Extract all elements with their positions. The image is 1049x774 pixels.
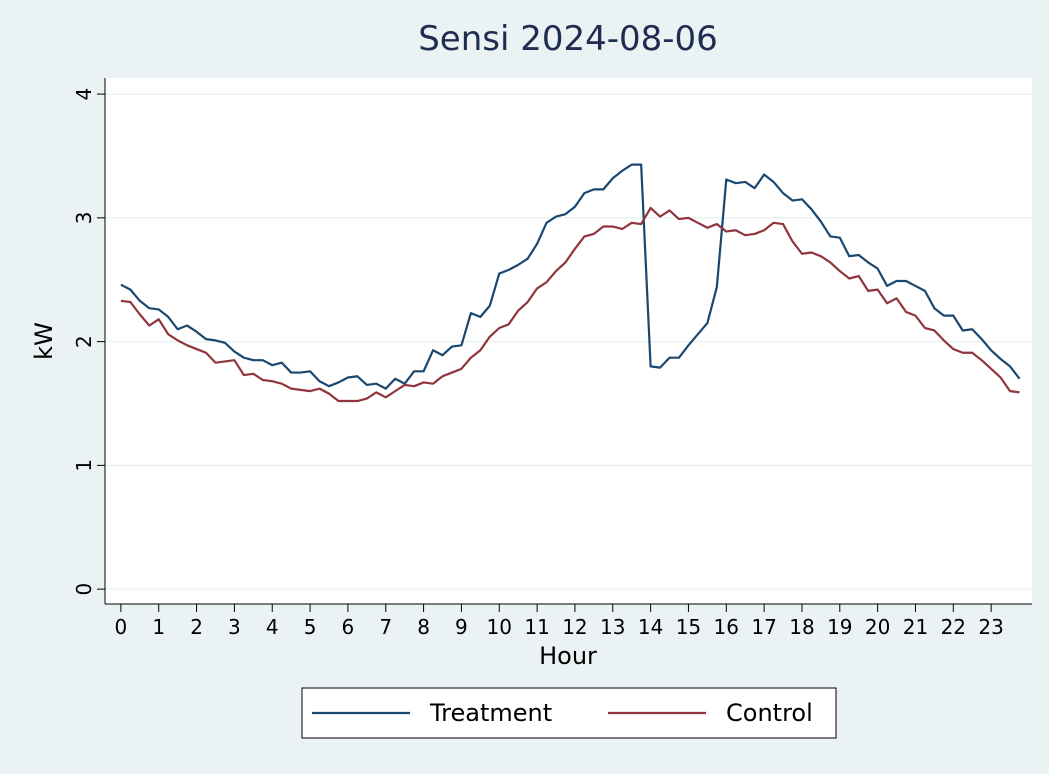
x-tick-label: 10 [487,615,512,639]
x-tick-label: 9 [455,615,468,639]
x-tick-label: 2 [190,615,203,639]
x-tick-label: 19 [827,615,852,639]
chart-title: Sensi 2024-08-06 [418,19,718,59]
legend-label: Control [726,699,813,727]
y-tick-label: 3 [72,211,96,224]
legend-label: Treatment [429,699,552,727]
x-tick-label: 15 [676,615,701,639]
x-tick-label: 16 [714,615,739,639]
x-tick-label: 18 [789,615,814,639]
x-tick-label: 11 [524,615,549,639]
x-axis-label: Hour [539,642,597,670]
x-tick-label: 1 [152,615,165,639]
x-tick-label: 22 [941,615,966,639]
x-tick-label: 21 [903,615,928,639]
series-line [120,206,1020,403]
x-tick-label: 12 [562,615,587,639]
y-tick-label: 4 [72,88,96,101]
x-tick-label: 3 [228,615,241,639]
x-tick-label: 14 [638,615,663,639]
x-tick-label: 7 [379,615,392,639]
x-tick-label: 4 [266,615,279,639]
y-tick-label: 2 [72,335,96,348]
x-tick-label: 6 [342,615,355,639]
y-axis-label: kW [30,322,58,360]
series-line [120,163,1021,390]
x-tick-label: 17 [751,615,776,639]
y-tick-label: 0 [72,583,96,596]
x-tick-label: 8 [417,615,430,639]
x-tick-label: 20 [865,615,890,639]
y-tick-label: 1 [72,459,96,472]
x-tick-label: 5 [304,615,317,639]
x-tick-label: 0 [115,615,128,639]
x-tick-label: 23 [978,615,1003,639]
x-tick-label: 13 [600,615,625,639]
